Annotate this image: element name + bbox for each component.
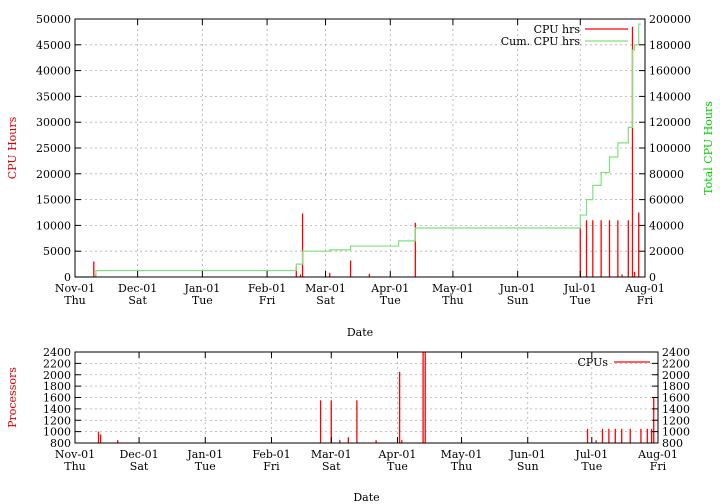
y-tick-label: 35000	[36, 90, 71, 103]
y2-tick-label: 2200	[662, 357, 690, 370]
x-tick-date-label: Jun-01	[498, 282, 535, 295]
y2-tick-label: 0	[649, 271, 656, 284]
x-tick-day-label: Tue	[192, 294, 213, 307]
y-tick-label: 1400	[43, 403, 71, 416]
x-tick-day-label: Tue	[380, 294, 401, 307]
y2-tick-label: 200000	[649, 13, 691, 26]
x-tick-date-label: Feb-01	[252, 448, 290, 461]
x-tick-date-label: Dec-01	[118, 282, 157, 295]
legend-label: CPUs	[577, 356, 608, 369]
y2-tick-label: 40000	[649, 219, 684, 232]
y-tick-label: 1800	[43, 380, 71, 393]
x-tick-day-label: Tue	[581, 460, 602, 473]
x-tick-day-label: Fri	[637, 294, 654, 307]
y2-tick-label: 2000	[662, 369, 690, 382]
x-tick-day-label: Thu	[442, 294, 464, 307]
x-tick-day-label: Sat	[322, 460, 341, 473]
y-tick-label: 800	[50, 437, 71, 450]
y-tick-label: 1600	[43, 392, 71, 405]
x-tick-date-label: Apr-01	[377, 448, 416, 461]
x-tick-date-label: Nov-01	[55, 282, 95, 295]
y2-tick-label: 80000	[649, 168, 684, 181]
cpu-hours-series	[75, 23, 641, 278]
y2-tick-label: 1400	[662, 403, 690, 416]
cpu-hours-y-axis-label: CPU Hours	[6, 116, 19, 179]
processors-x-axis-label: Date	[353, 491, 379, 504]
x-tick-date-label: Mar-01	[311, 448, 352, 461]
y2-tick-label: 20000	[649, 245, 684, 258]
y2-tick-label: 180000	[649, 39, 691, 52]
y2-tick-label: 60000	[649, 194, 684, 207]
x-tick-date-label: Feb-01	[248, 282, 286, 295]
y-tick-label: 1200	[43, 414, 71, 427]
x-tick-date-label: May-01	[441, 448, 483, 461]
cpu-hours-y2-axis-label: Total CPU Hours	[702, 101, 715, 195]
x-tick-day-label: Fri	[263, 460, 280, 473]
y-tick-label: 25000	[36, 142, 71, 155]
x-tick-date-label: May-01	[432, 282, 474, 295]
x-tick-date-label: Aug-01	[637, 448, 678, 461]
x-tick-day-label: Fri	[650, 460, 667, 473]
cpu-hours-ticks: 0 0 5000 20000 10000 40000 15000 60000 20000 8000…	[36, 13, 691, 307]
y2-tick-label: 100000	[649, 142, 691, 155]
y-tick-label: 5000	[43, 245, 71, 258]
x-tick-date-label: Jun-01	[509, 448, 546, 461]
x-tick-date-label: Nov-01	[55, 448, 95, 461]
y2-tick-label: 2400	[662, 346, 690, 359]
y-tick-label: 20000	[36, 168, 71, 181]
x-tick-day-label: Tue	[387, 460, 408, 473]
y2-tick-label: 160000	[649, 65, 691, 78]
y-tick-label: 2000	[43, 369, 71, 382]
x-tick-date-label: Dec-01	[119, 448, 158, 461]
y-tick-label: 2400	[43, 346, 71, 359]
y-tick-label: 2200	[43, 357, 71, 370]
x-tick-day-label: Sun	[517, 460, 539, 473]
x-tick-day-label: Thu	[64, 294, 86, 307]
x-tick-day-label: Tue	[570, 294, 591, 307]
cpu-hours-x-axis-label: Date	[347, 326, 373, 339]
cpu-hours-chart: 0 0 5000 20000 10000 40000 15000 60000 20000 8000…	[6, 13, 715, 339]
x-tick-date-label: Jan-01	[183, 282, 220, 295]
x-tick-date-label: Jan-01	[186, 448, 223, 461]
y-tick-label: 0	[64, 271, 71, 284]
x-tick-date-label: Apr-01	[370, 282, 409, 295]
processors-grid	[75, 352, 658, 443]
y2-tick-label: 800	[662, 437, 683, 450]
y-tick-label: 50000	[36, 13, 71, 26]
x-tick-day-label: Fri	[259, 294, 276, 307]
x-tick-day-label: Thu	[64, 460, 86, 473]
y2-tick-label: 1800	[662, 380, 690, 393]
x-tick-date-label: Jul-01	[574, 448, 608, 461]
x-tick-day-label: Tue	[195, 460, 216, 473]
processors-y-axis-label: Processors	[6, 367, 19, 428]
y2-tick-label: 1600	[662, 392, 690, 405]
y-tick-label: 15000	[36, 194, 71, 207]
y2-tick-label: 1000	[662, 426, 690, 439]
y-tick-label: 40000	[36, 65, 71, 78]
y2-tick-label: 1200	[662, 414, 690, 427]
x-tick-date-label: Aug-01	[624, 282, 665, 295]
y-tick-label: 30000	[36, 116, 71, 129]
y-tick-label: 10000	[36, 219, 71, 232]
x-tick-day-label: Sat	[316, 294, 335, 307]
x-tick-day-label: Sat	[130, 460, 149, 473]
cpu-hours-grid	[75, 19, 645, 277]
x-tick-day-label: Sat	[128, 294, 147, 307]
x-tick-date-label: Mar-01	[305, 282, 346, 295]
y2-tick-label: 120000	[649, 116, 691, 129]
x-tick-day-label: Sun	[507, 294, 529, 307]
y-tick-label: 1000	[43, 426, 71, 439]
y-tick-label: 45000	[36, 39, 71, 52]
legend-label: CPU hrs	[534, 23, 581, 36]
cumulative-step-line	[75, 23, 641, 278]
processors-legend: CPUs	[577, 356, 650, 369]
x-tick-date-label: Jul-01	[563, 282, 597, 295]
x-tick-day-label: Thu	[451, 460, 473, 473]
legend-label: Cum. CPU hrs	[501, 35, 581, 48]
y2-tick-label: 140000	[649, 90, 691, 103]
